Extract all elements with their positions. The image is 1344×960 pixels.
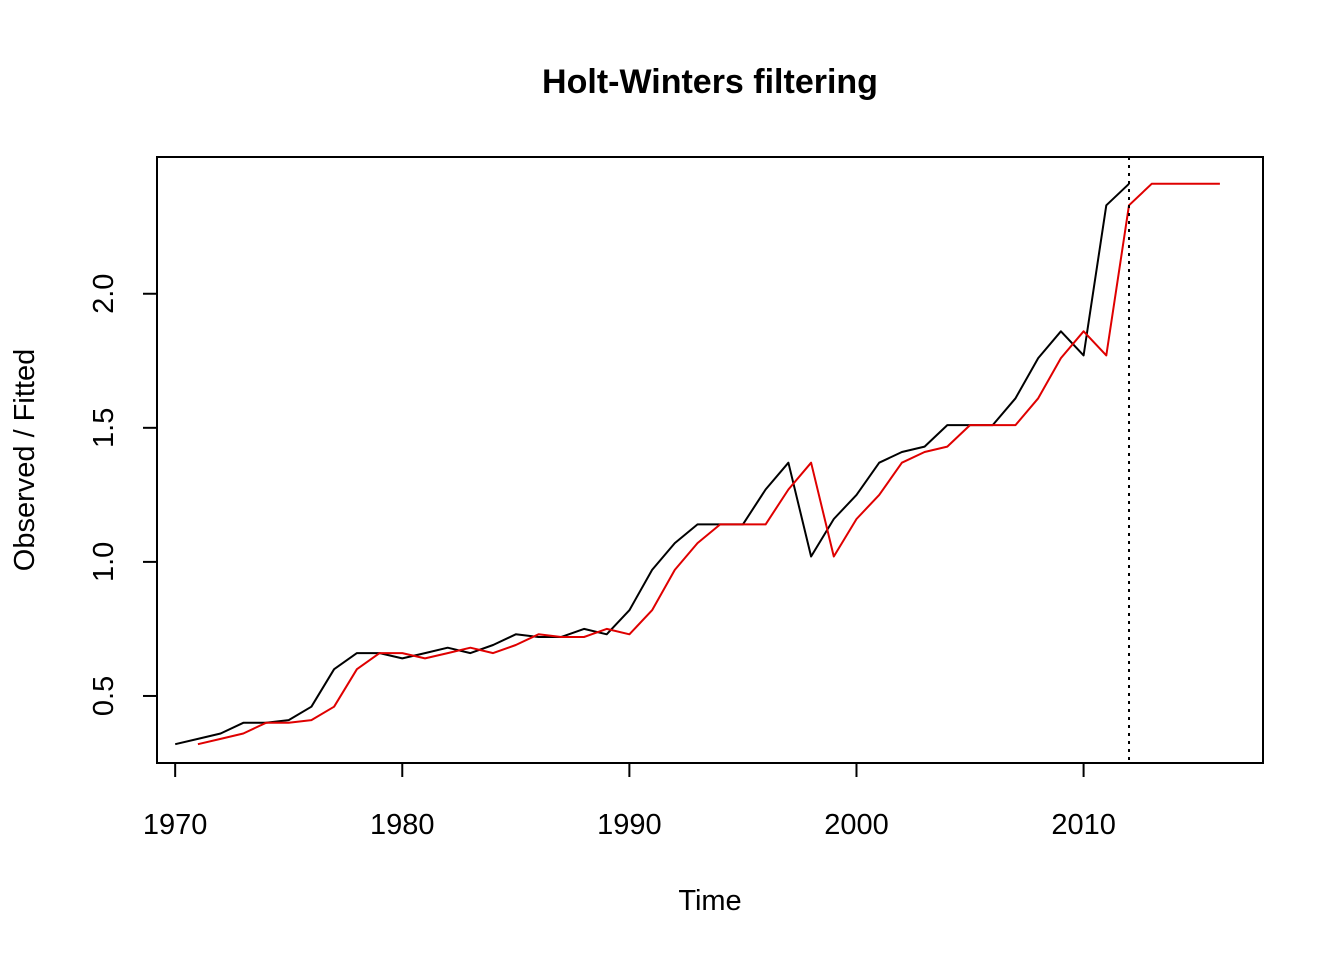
y-axis: 0.5 1.0 1.5 2.0 [88,274,158,716]
observed-series-line [174,183,1130,746]
series-layer [174,182,1220,746]
y-tick-label: 0.5 [88,676,120,716]
y-tick-label: 1.0 [88,542,120,582]
y-tick-label: 2.0 [88,274,120,314]
x-axis-label: Time [678,885,741,917]
chart-title: Holt-Winters filtering [542,63,878,101]
x-tick-label: 1970 [143,809,208,841]
x-axis: 1970 1980 1990 2000 2010 [143,762,1116,841]
y-tick-label: 1.5 [88,408,120,448]
x-tick-label: 1980 [370,809,435,841]
x-tick-label: 2010 [1051,809,1116,841]
plot-frame [156,156,1264,764]
fitted-series-line [197,182,1220,746]
x-tick-label: 1990 [597,809,662,841]
y-axis-label: Observed / Fitted [9,349,41,571]
x-tick-label: 2000 [824,809,889,841]
